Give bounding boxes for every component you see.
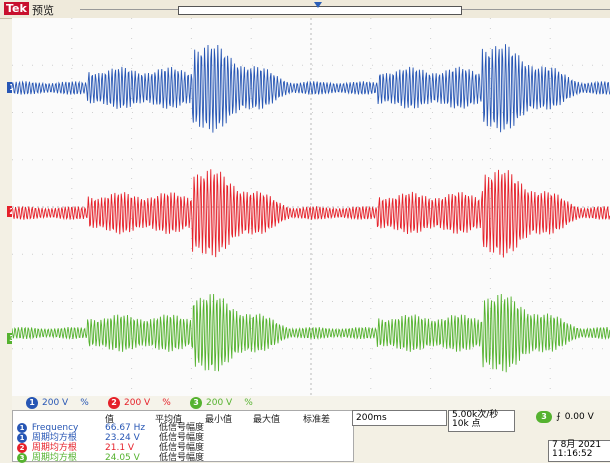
- meas-header-value: 值: [105, 415, 115, 425]
- ch3-bw-icon: %: [244, 398, 253, 408]
- meas-row-2-name: 周期均方根: [31, 433, 77, 443]
- measurement-table[interactable]: 值 平均值 最小值 最大值 标准差 1 Frequency 66.67 Hz 低…: [12, 410, 354, 463]
- preview-label: 预览: [32, 4, 54, 17]
- trigger-position-marker[interactable]: [314, 2, 322, 8]
- ch2-dot: 2: [108, 397, 120, 409]
- trigger-slope-icon: ⨍: [556, 412, 561, 422]
- trigger-readout[interactable]: 3 ⨍ 0.00 V: [536, 410, 610, 424]
- meas-row-1-avg: 低信号幅度: [159, 423, 205, 433]
- meas-row-4-name: 周期均方根: [31, 453, 77, 463]
- meas-header-max: 最大值: [253, 415, 281, 425]
- time: 11:16:52: [552, 449, 593, 459]
- ch2-scale: 200 V: [124, 398, 151, 408]
- ch1-scale: 200 V: [42, 398, 69, 408]
- meas-row-2-avg: 低信号幅度: [159, 433, 205, 443]
- meas-row-3-name: 周期均方根: [31, 443, 77, 453]
- meas-header-std: 标准差: [303, 415, 331, 425]
- horizontal-scale-readout[interactable]: 200ms: [352, 410, 447, 426]
- brand-logo: Tek: [4, 2, 29, 15]
- meas-row-2[interactable]: 1 周期均方根 23.24 V 低信号幅度: [17, 433, 204, 443]
- meas-row-3[interactable]: 2 周期均方根 21.1 V 低信号幅度: [17, 443, 204, 453]
- record-length: 10k 点: [452, 419, 481, 429]
- meas-row-3-ch: 2: [17, 443, 27, 453]
- date-time-readout: 7 8月 2021 11:16:52: [548, 440, 610, 462]
- waveform-display[interactable]: [12, 18, 610, 396]
- meas-row-3-avg: 低信号幅度: [159, 443, 205, 453]
- meas-row-4-value: 24.05 V: [105, 453, 140, 463]
- ch3-scale: 200 V: [206, 398, 233, 408]
- top-bar: Tek 预览: [0, 0, 610, 19]
- time-per-div: 200ms: [356, 413, 387, 423]
- meas-row-2-value: 23.24 V: [105, 433, 140, 443]
- ch3-badge[interactable]: 3 200 V %: [190, 397, 253, 409]
- meas-row-4-avg: 低信号幅度: [159, 453, 205, 463]
- meas-row-1-name: Frequency: [31, 423, 79, 433]
- ch1-dot: 1: [26, 397, 38, 409]
- ch2-badge[interactable]: 2 200 V %: [108, 397, 171, 409]
- ch3-waveform: [12, 293, 610, 373]
- waveform-canvas: [12, 18, 610, 396]
- trigger-level: 0.00 V: [564, 412, 594, 422]
- trigger-source: 3: [536, 411, 552, 423]
- sample-rate: 5.00k次/秒: [452, 410, 499, 420]
- meas-row-4-ch: 3: [17, 453, 27, 463]
- ch1-waveform: [12, 44, 610, 133]
- sample-rate-readout[interactable]: 5.00k次/秒 10k 点: [448, 410, 515, 432]
- ch2-bw-icon: %: [162, 398, 171, 408]
- meas-row-4[interactable]: 3 周期均方根 24.05 V 低信号幅度: [17, 453, 204, 463]
- meas-row-1-value: 66.67 Hz: [105, 423, 146, 433]
- meas-header-mean: 平均值: [155, 415, 183, 425]
- meas-row-3-value: 21.1 V: [105, 443, 135, 453]
- date: 7 8月 2021: [552, 440, 602, 450]
- meas-row-1-ch: 1: [17, 423, 27, 433]
- ch3-dot: 3: [190, 397, 202, 409]
- channel-bar: 1 200 V % 2 200 V % 3 200 V %: [12, 396, 610, 410]
- ch1-badge[interactable]: 1 200 V %: [26, 397, 89, 409]
- meas-row-1[interactable]: 1 Frequency 66.67 Hz 低信号幅度: [17, 423, 204, 433]
- meas-row-2-ch: 1: [17, 433, 27, 443]
- ch2-waveform: [12, 169, 610, 258]
- meas-header-min: 最小值: [205, 415, 233, 425]
- ch1-bw-icon: %: [80, 398, 89, 408]
